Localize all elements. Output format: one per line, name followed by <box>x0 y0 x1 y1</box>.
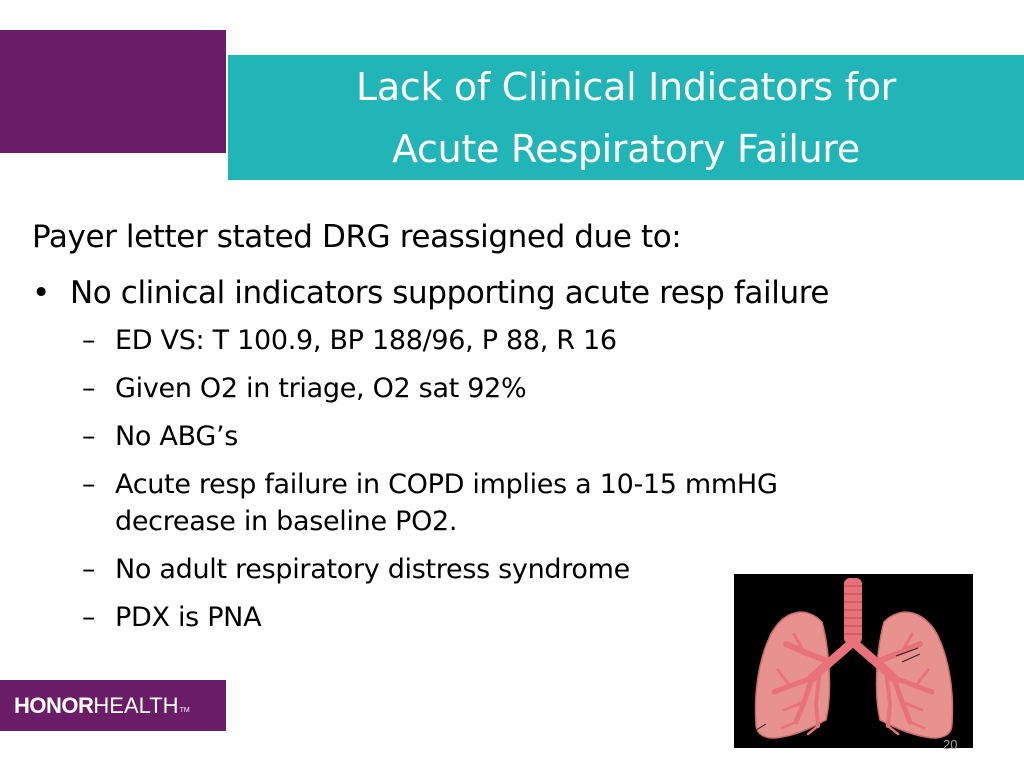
sub-bullet-text: No adult respiratory distress syndrome <box>115 554 630 585</box>
bullet-item: • No clinical indicators supporting acut… <box>32 272 992 314</box>
slide-title-line-1: Lack of Clinical Indicators for <box>356 64 896 109</box>
logo-trademark: TM <box>179 707 190 714</box>
sub-bullet-text: No ABG’s <box>115 421 238 452</box>
purple-accent-block <box>0 30 226 153</box>
sub-bullet-dash: – <box>82 325 96 356</box>
sub-bullet-dash: – <box>82 373 96 404</box>
bullet-text: No clinical indicators supporting acute … <box>70 275 830 311</box>
intro-text: Payer letter stated DRG reassigned due t… <box>32 219 682 255</box>
sub-bullet-item: – PDX is PNA <box>82 599 992 636</box>
sub-bullet-list: – ED VS: T 100.9, BP 188/96, P 88, R 16 … <box>32 322 992 636</box>
slide-number: 20 <box>943 737 958 752</box>
slide-body: Payer letter stated DRG reassigned due t… <box>32 215 992 647</box>
lungs-illustration-icon <box>754 578 954 739</box>
bullet-dot: • <box>32 275 50 311</box>
sub-bullet-dash: – <box>82 554 96 585</box>
sub-bullet-dash: – <box>82 602 96 633</box>
sub-bullet-dash: – <box>82 469 96 500</box>
sub-bullet-dash: – <box>82 421 96 452</box>
lungs-image <box>734 574 973 748</box>
logo-text-regular: HEALTH <box>93 692 179 718</box>
sub-bullet-item: – Acute resp failure in COPD implies a 1… <box>82 466 992 540</box>
logo-text-bold: HONOR <box>14 692 94 718</box>
sub-bullet-text: Acute resp failure in COPD implies a 10-… <box>115 469 778 537</box>
sub-bullet-item: – No ABG’s <box>82 418 992 455</box>
sub-bullet-text: ED VS: T 100.9, BP 188/96, P 88, R 16 <box>115 325 617 356</box>
sub-bullet-text: PDX is PNA <box>115 602 262 633</box>
sub-bullet-item: – Given O2 in triage, O2 sat 92% <box>82 370 992 407</box>
sub-bullet-item: – No adult respiratory distress syndrome <box>82 551 992 588</box>
slide-title-line-2: Acute Respiratory Failure <box>392 126 860 171</box>
sub-bullet-item: – ED VS: T 100.9, BP 188/96, P 88, R 16 <box>82 322 992 359</box>
honorhealth-logo: HONOR HEALTH TM <box>0 680 226 731</box>
sub-bullet-text: Given O2 in triage, O2 sat 92% <box>115 373 527 404</box>
title-bar: Lack of Clinical Indicators for Acute Re… <box>228 55 1024 180</box>
